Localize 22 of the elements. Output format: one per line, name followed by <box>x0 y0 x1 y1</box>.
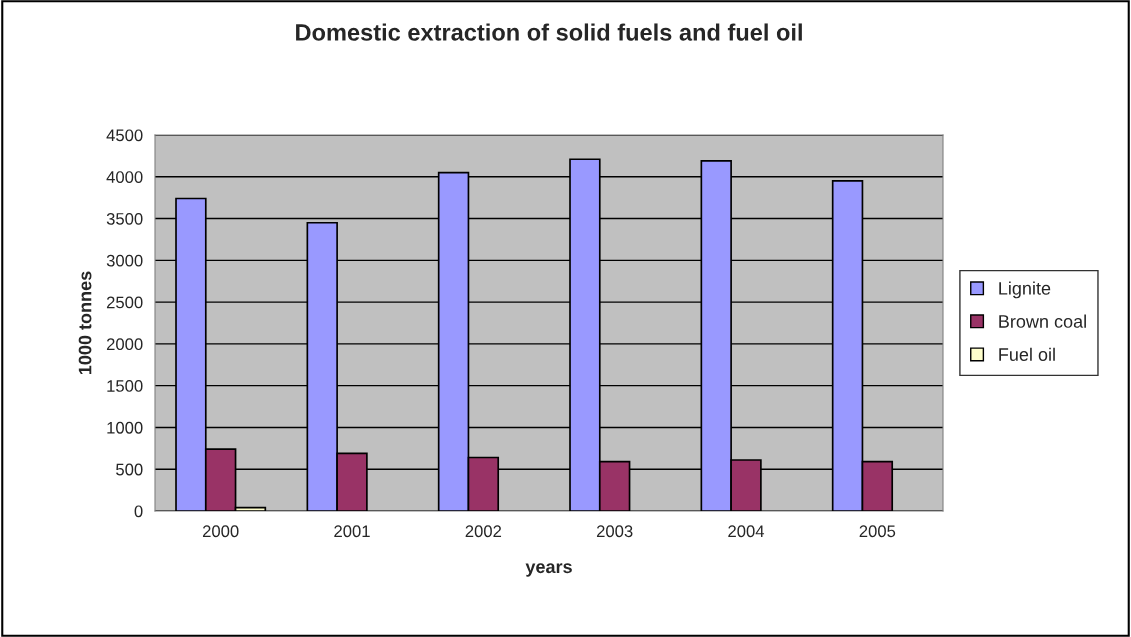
y-axis-title: 1000 tonnes <box>78 271 92 375</box>
x-tick-label: 2004 <box>728 525 765 538</box>
y-tick-label: 500 <box>116 463 143 476</box>
y-tick-label: 1500 <box>107 380 143 392</box>
y-tick-label: 3000 <box>106 254 143 267</box>
x-tick-label: 2005 <box>859 525 896 538</box>
y-tick-label: 2000 <box>106 338 143 351</box>
y-tick-label: 3500 <box>106 212 143 225</box>
y-tick-label: 4500 <box>106 129 143 142</box>
x-tick-label: 2002 <box>465 525 502 538</box>
y-tick-label: 1000 <box>107 421 143 434</box>
chart-title: Domestic extraction of solid fuels and fuel oil <box>296 23 802 41</box>
x-tick-label: 2003 <box>596 525 633 538</box>
legend-label: Lignite <box>999 281 1051 299</box>
x-tick-label: 2000 <box>202 525 239 538</box>
legend-label: Fuel oil <box>999 347 1055 361</box>
y-tick-label: 2500 <box>106 296 143 309</box>
legend-label: Brown coal <box>999 314 1086 328</box>
y-tick-label: 4000 <box>106 171 143 183</box>
x-tick-label: 2001 <box>334 525 370 538</box>
y-tick-label: 0 <box>134 505 143 518</box>
x-axis-title: years <box>525 563 572 577</box>
